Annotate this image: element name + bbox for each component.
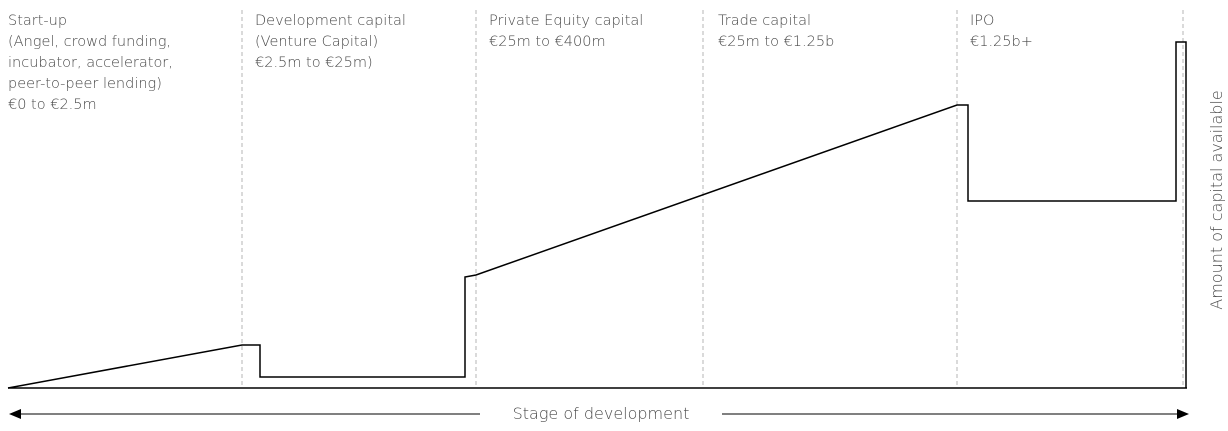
- stage-label-line: Start-up: [8, 13, 67, 29]
- stage-label-line: €25m to €400m: [489, 34, 606, 50]
- stage-label-line: incubator, accelerator,: [8, 55, 173, 71]
- stage-label-line: Private Equity capital: [489, 13, 643, 29]
- y-axis-label: Amount of capital available: [1207, 90, 1226, 310]
- stage-label-line: €2.5m to €25m): [255, 55, 373, 71]
- stage-labels: Start-up (Angel, crowd funding, incubator,…: [8, 13, 1033, 113]
- stage-label-line: peer-to-peer lending): [8, 76, 162, 92]
- x-axis-label: Stage of development: [513, 404, 690, 423]
- capital-curve: [7, 41, 1187, 389]
- stage-label-line: (Venture Capital): [255, 34, 378, 50]
- stage-label-line: Development capital: [255, 13, 406, 29]
- stage-label-line: Trade capital: [718, 13, 811, 29]
- stage-label-line: €1.25b+: [970, 34, 1033, 50]
- stage-label-line: €0 to €2.5m: [8, 97, 97, 113]
- dividers: [241, 10, 1184, 388]
- stage-label-line: €25m to €1.25b: [718, 34, 834, 50]
- stage-label-line: IPO: [970, 13, 994, 29]
- stage-label-line: (Angel, crowd funding,: [8, 34, 171, 50]
